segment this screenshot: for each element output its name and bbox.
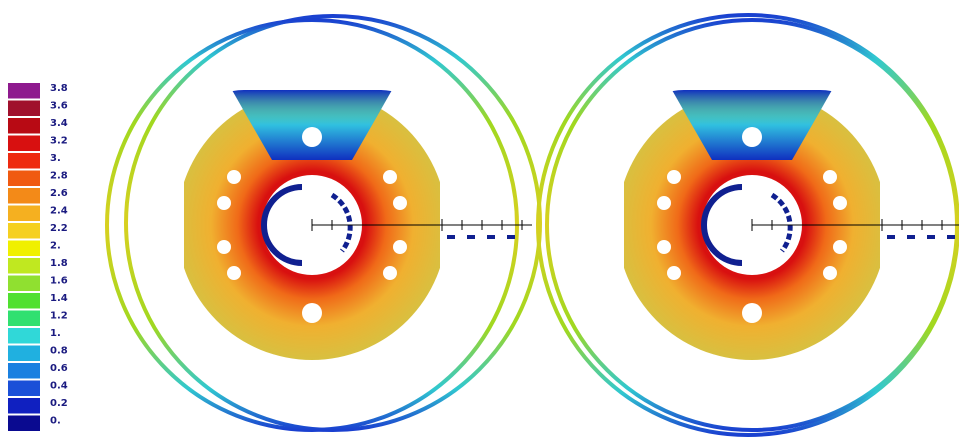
legend-label: 2.8	[50, 171, 68, 182]
legend-label: 1.2	[50, 311, 68, 322]
legend-label: 3.	[50, 153, 61, 164]
legend-swatch	[8, 293, 40, 309]
legend-label: 0.8	[50, 346, 68, 357]
legend-label: 3.4	[50, 118, 68, 129]
screen: 3.8 3.6 3.4 3.2 3. 2.8 2.6 2.4 2.2 2. 1.8 1.6 1.4 1.2…	[0, 0, 959, 445]
legend-swatch	[8, 83, 40, 99]
legend-label: 3.6	[50, 101, 68, 112]
result-view-left	[107, 16, 540, 430]
legend-label: 0.2	[50, 398, 68, 409]
legend-swatch	[8, 398, 40, 414]
legend-label: 1.4	[50, 293, 68, 304]
legend-label: 0.6	[50, 363, 68, 374]
legend-label: 2.6	[50, 188, 68, 199]
legend-swatch	[8, 363, 40, 379]
legend-label: 1.	[50, 328, 61, 339]
legend-swatch	[8, 171, 40, 187]
legend-swatch	[8, 206, 40, 222]
legend-swatch	[8, 101, 40, 117]
legend-swatch	[8, 276, 40, 292]
legend-label: 1.8	[50, 258, 68, 269]
legend-label: 1.6	[50, 276, 68, 287]
legend-swatch	[8, 381, 40, 397]
color-legend: 3.8 3.6 3.4 3.2 3. 2.8 2.6 2.4 2.2 2. 1.8 1.6 1.4 1.2…	[8, 83, 68, 431]
legend-label: 3.2	[50, 136, 68, 147]
legend-swatch	[8, 311, 40, 327]
legend-label: 2.4	[50, 206, 68, 217]
legend-label: 0.	[50, 416, 61, 427]
legend-swatch	[8, 188, 40, 204]
legend-swatch	[8, 223, 40, 239]
legend-swatch	[8, 241, 40, 257]
result-view-right	[538, 15, 959, 435]
legend-swatch	[8, 328, 40, 344]
legend-swatch	[8, 416, 40, 432]
legend-swatch	[8, 136, 40, 152]
legend-label: 2.2	[50, 223, 68, 234]
legend-label: 3.8	[50, 83, 68, 94]
legend-swatch	[8, 258, 40, 274]
legend-label: 2.	[50, 241, 61, 252]
legend-label: 0.4	[50, 381, 68, 392]
legend-swatch	[8, 118, 40, 134]
legend-swatch	[8, 346, 40, 362]
legend-swatch	[8, 153, 40, 169]
